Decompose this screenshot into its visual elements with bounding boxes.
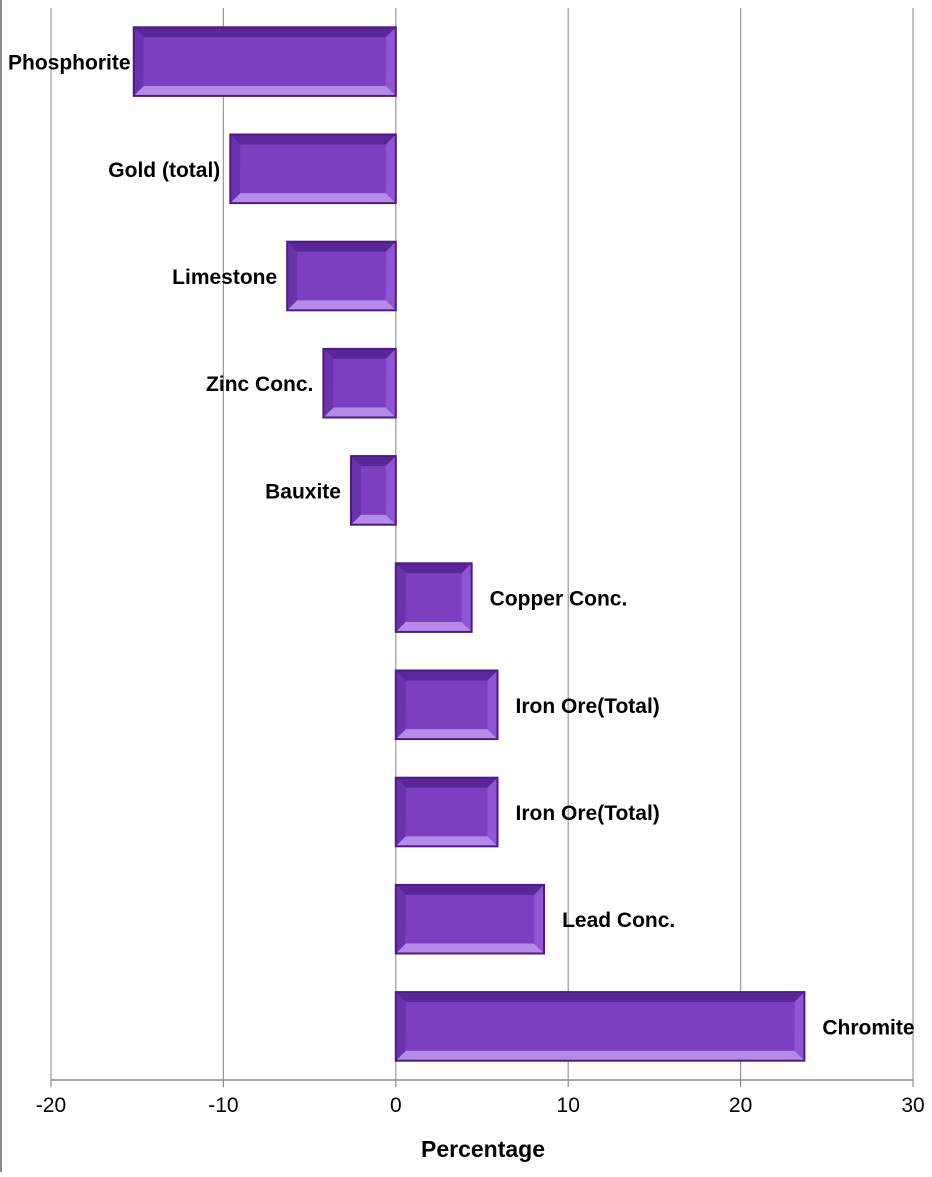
- bar-bevel-top-8: [395, 884, 545, 895]
- bar-bevel-top-5: [395, 563, 472, 574]
- bar-8: [394, 883, 546, 955]
- bar-face-1: [240, 144, 386, 194]
- bar-face-5: [405, 573, 462, 622]
- x-tick-label-2: 0: [390, 1094, 402, 1117]
- bar-bevel-right-8: [534, 884, 545, 954]
- bar-bevel-bottom-6: [395, 729, 498, 740]
- bar-9: [394, 991, 806, 1062]
- bar-5: [394, 562, 473, 633]
- bar-bevel-bottom-9: [395, 1050, 805, 1061]
- bar-bevel-right-5: [461, 563, 472, 632]
- bar-0: [132, 26, 397, 97]
- x-tick-label-0: -20: [36, 1094, 66, 1117]
- bar-bevel-left-7: [395, 777, 406, 847]
- bar-bevel-left-9: [395, 992, 406, 1061]
- bar-bevel-left-2: [287, 241, 298, 311]
- bar-outline-8: [394, 883, 546, 955]
- bar-bevel-left-3: [323, 348, 334, 418]
- bar-bevel-left-6: [395, 670, 406, 740]
- bar-4: [349, 455, 397, 526]
- bar-bevel-right-9: [794, 992, 805, 1061]
- bar-bevel-bottom-1: [230, 193, 396, 204]
- bar-outline-4: [349, 455, 397, 526]
- bar-bevel-top-6: [395, 670, 498, 681]
- bar-label-2: Limestone: [172, 266, 277, 289]
- bar-bevel-top-7: [395, 777, 498, 788]
- bar-bevel-bottom-3: [323, 407, 396, 418]
- axis-layer: -20 -10 0 10 20 30: [36, 1079, 925, 1117]
- bar-outline-5: [394, 562, 473, 633]
- bar-label-0: Phosphorite: [8, 52, 131, 75]
- bar-bevel-right-4: [385, 456, 396, 525]
- x-tick-label-5: 30: [901, 1094, 924, 1117]
- bar-bevel-top-3: [323, 348, 396, 359]
- bar-bevel-left-1: [230, 134, 241, 204]
- bar-bevel-left-4: [350, 456, 361, 525]
- bar-bevel-top-0: [133, 27, 396, 38]
- bar-bevel-bottom-2: [287, 300, 396, 311]
- bar-outline-1: [229, 133, 397, 205]
- bar-bevel-top-2: [287, 241, 396, 252]
- label-layer: Phosphorite Gold (total) Limestone Zinc Con…: [8, 52, 915, 1040]
- bar-bevel-bottom-4: [350, 514, 396, 525]
- bar-face-3: [333, 358, 386, 408]
- bar-outline-7: [394, 776, 499, 848]
- bar-bevel-bottom-7: [395, 836, 498, 847]
- bar-bevel-top-4: [350, 456, 396, 467]
- bar-bevel-bottom-8: [395, 943, 545, 954]
- bar-label-6: Iron Ore(Total): [516, 695, 660, 718]
- bar-label-7: Iron Ore(Total): [516, 802, 660, 825]
- bar-6: [394, 669, 499, 741]
- bar-3: [322, 347, 397, 419]
- bar-outline-0: [132, 26, 397, 97]
- bar-face-9: [405, 1002, 795, 1051]
- left-frame-border: [0, 0, 2, 1172]
- bar-outline-2: [286, 240, 397, 312]
- bar-bevel-right-2: [385, 241, 396, 311]
- bar-bevel-right-3: [385, 348, 396, 418]
- bar-layer: [132, 26, 806, 1062]
- bar-face-7: [405, 787, 488, 837]
- bar-label-3: Zinc Conc.: [206, 373, 313, 396]
- bar-face-8: [405, 894, 535, 944]
- bar-label-8: Lead Conc.: [562, 909, 675, 932]
- bar-bevel-left-0: [133, 27, 144, 96]
- bar-bevel-right-7: [487, 777, 498, 847]
- bar-bevel-right-0: [385, 27, 396, 96]
- bar-face-6: [405, 680, 488, 730]
- bar-bevel-right-1: [385, 134, 396, 204]
- bar-face-0: [143, 37, 386, 86]
- bar-1: [229, 133, 397, 205]
- bar-face-4: [360, 466, 386, 515]
- bar-label-9: Chromite: [822, 1016, 914, 1039]
- x-tick-label-1: -10: [208, 1094, 238, 1117]
- bar-bevel-top-9: [395, 992, 805, 1003]
- bar-bevel-left-8: [395, 884, 406, 954]
- bar-bevel-bottom-0: [133, 85, 396, 96]
- bar-2: [286, 240, 397, 312]
- bar-label-5: Copper Conc.: [490, 588, 628, 611]
- bar-label-1: Gold (total): [108, 159, 220, 182]
- bar-outline-6: [394, 669, 499, 741]
- bar-bevel-top-1: [230, 134, 396, 145]
- x-axis-title: Percentage: [421, 1136, 545, 1162]
- x-tick-label-3: 10: [557, 1094, 580, 1117]
- bar-label-4: Bauxite: [265, 480, 341, 503]
- bar-7: [394, 776, 499, 848]
- bar-outline-3: [322, 347, 397, 419]
- bar-face-2: [297, 251, 386, 301]
- bar-bevel-right-6: [487, 670, 498, 740]
- bar-outline-9: [394, 991, 806, 1062]
- bar-bevel-left-5: [395, 563, 406, 632]
- bar-bevel-bottom-5: [395, 621, 472, 632]
- x-tick-label-4: 20: [729, 1094, 752, 1117]
